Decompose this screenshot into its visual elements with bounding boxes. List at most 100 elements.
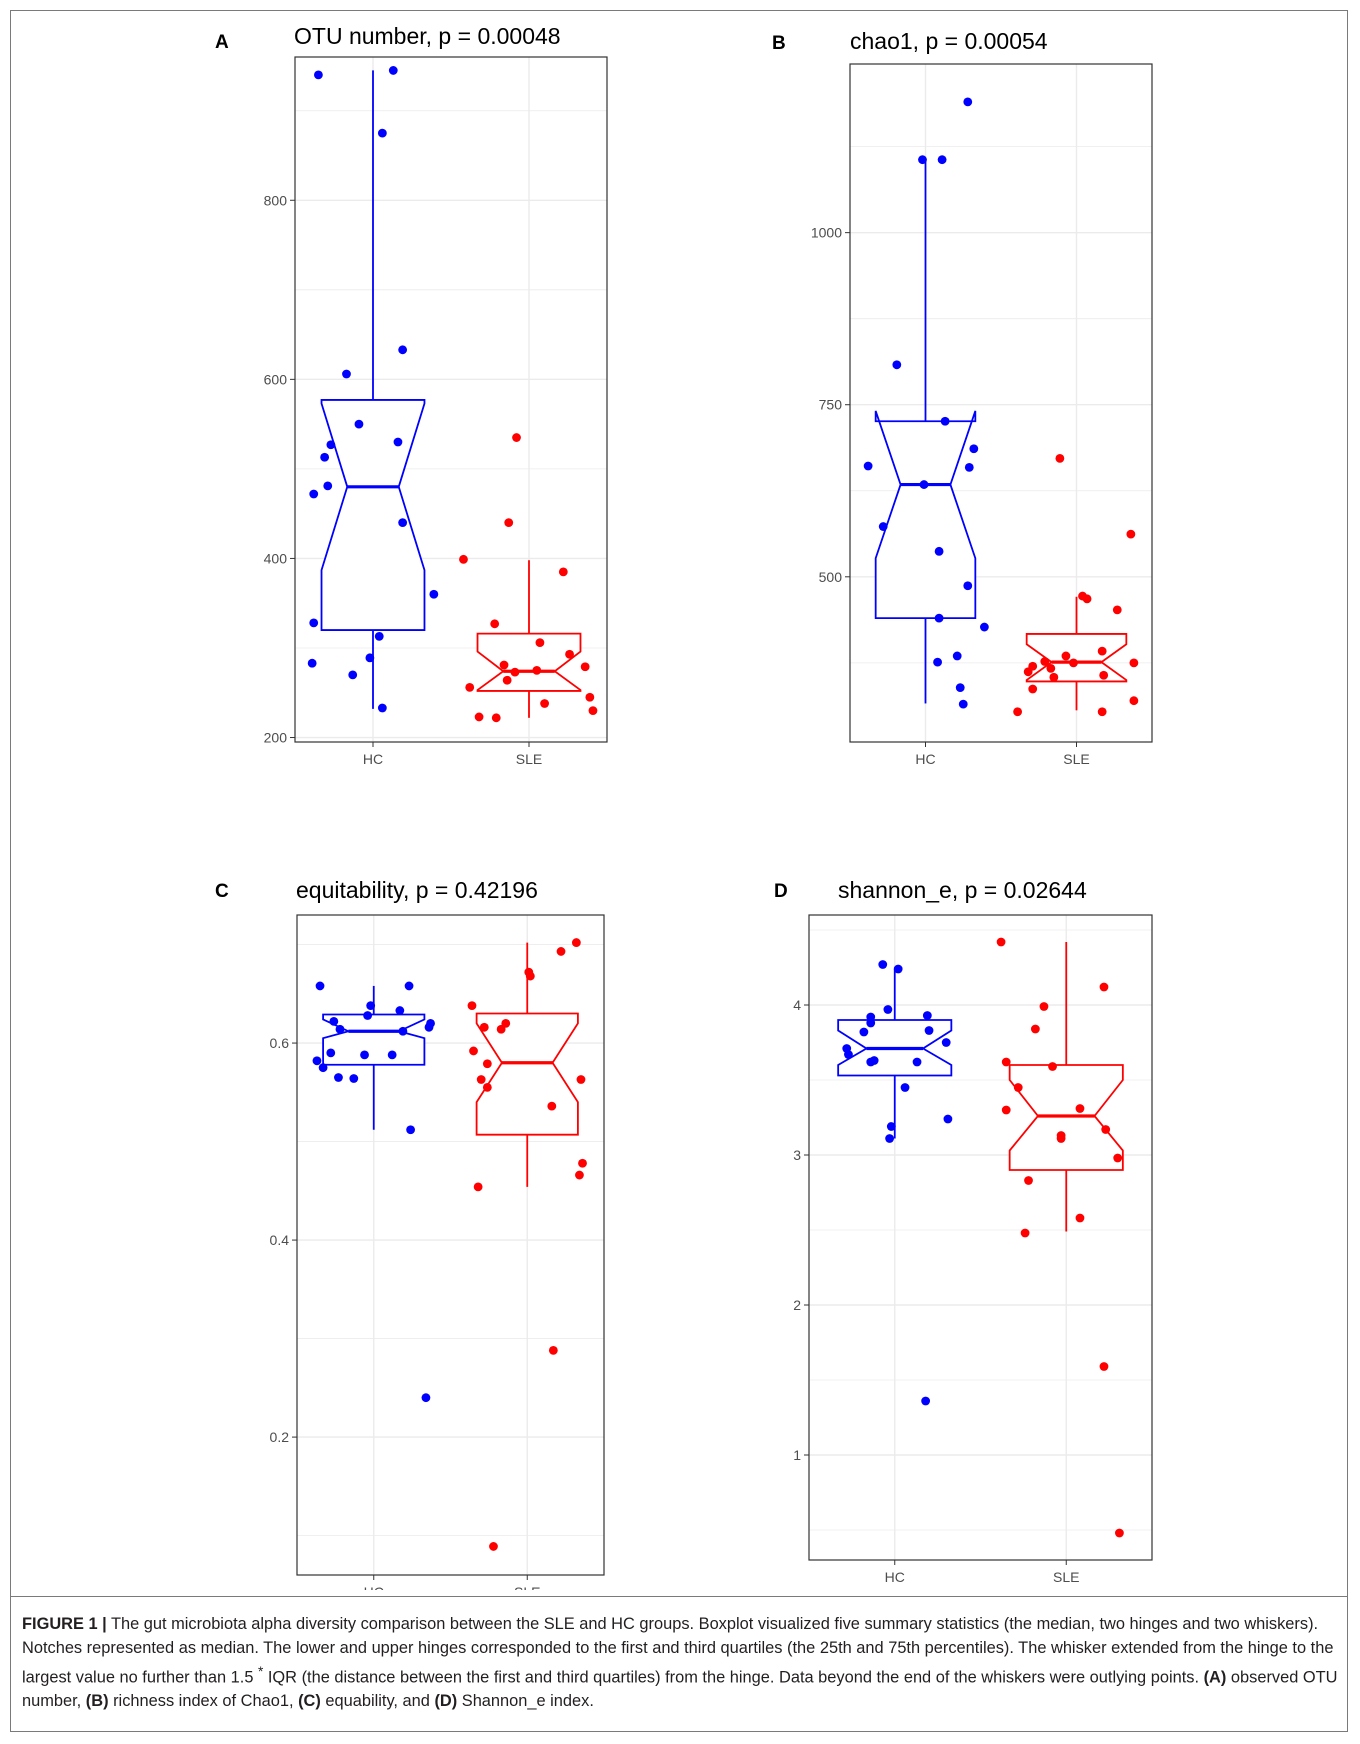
chart-3-point-SLE-22 [1030, 1024, 1040, 1034]
chart-1-point-SLE-19 [1126, 529, 1136, 539]
figure-caption: FIGURE 1 | The gut microbiota alpha dive… [22, 1612, 1340, 1713]
chart-3-point-SLE-26 [1075, 1104, 1085, 1113]
chart-1-point-SLE-23 [1097, 646, 1107, 656]
chart-3-point-HC-0 [878, 960, 888, 969]
chart-3-point-HC-1 [893, 964, 903, 974]
chart-3-point-SLE-28 [1101, 1125, 1111, 1134]
chart-0-point-HC-2 [377, 128, 387, 138]
caption-text-d: Shannon_e index. [457, 1692, 594, 1711]
chart-0-point-HC-0 [314, 70, 323, 80]
chart-2-point-SLE-24 [501, 1018, 511, 1028]
chart-1-point-SLE-27 [1069, 658, 1078, 668]
chart-1-point-HC-16 [955, 683, 965, 693]
chart-3-point-SLE-32 [1024, 1176, 1033, 1185]
chart-1-x-tick-label-1: SLE [1063, 751, 1089, 767]
chart-3-y-tick-label-0: 1 [793, 1447, 801, 1463]
chart-2-point-SLE-28 [482, 1059, 492, 1069]
caption-text-a: observed OTU number, [22, 1668, 1338, 1711]
caption-ref-b: (B) [85, 1692, 109, 1711]
chart-2-point-SLE-32 [547, 1101, 557, 1111]
chart-0-point-HC-10 [309, 489, 319, 499]
chart-1-point-SLE-33 [1028, 684, 1038, 694]
chart-3-point-SLE-33 [1075, 1213, 1085, 1223]
chart-3-point-HC-15 [943, 1114, 953, 1124]
chart-3-y-tick-label-3: 4 [793, 997, 801, 1013]
chart-2-point-SLE-20 [556, 947, 566, 956]
chart-3-point-SLE-25 [1013, 1083, 1023, 1092]
chart-0-point-SLE-33 [540, 699, 549, 708]
chart-3-point-HC-10 [844, 1050, 853, 1059]
chart-3-point-SLE-31 [1113, 1153, 1123, 1163]
chart-2-x-tick-label-0: HC [364, 1584, 384, 1590]
chart-1-point-SLE-24 [1061, 651, 1071, 661]
chart-1-point-HC-14 [952, 651, 962, 661]
caption-label: FIGURE 1 | [22, 1615, 107, 1633]
chart-2-y-tick-label-1: 0.4 [270, 1232, 290, 1248]
chart-2-point-HC-8 [335, 1024, 345, 1034]
chart-0-point-HC-3 [398, 345, 408, 355]
chart-1-y-tick-label-1: 750 [819, 397, 843, 413]
chart-2-y-tick-label-2: 0.6 [270, 1035, 290, 1051]
chart-0-point-HC-9 [323, 481, 333, 491]
chart-1-point-HC-13 [979, 622, 989, 632]
chart-1-point-SLE-31 [1099, 670, 1109, 680]
chart-2-point-HC-13 [312, 1056, 322, 1066]
chart-3-point-SLE-35 [1099, 1362, 1109, 1371]
chart-2-point-HC-5 [329, 1016, 339, 1026]
chart-1-point-HC-9 [878, 522, 888, 531]
chart-2-point-HC-3 [395, 1006, 405, 1015]
chart-1-y-tick-label-0: 500 [819, 569, 843, 585]
chart-0-point-HC-12 [429, 589, 439, 599]
chart-1-point-SLE-22 [1112, 605, 1122, 615]
chart-2-point-SLE-34 [575, 1170, 584, 1180]
chart-2-point-SLE-30 [576, 1075, 586, 1084]
chart-2-plot-border [296, 914, 605, 1576]
chart-0-notched-box-HC [320, 399, 426, 631]
chart-1-point-SLE-18 [1055, 454, 1065, 463]
caption-star: * [258, 1664, 264, 1679]
chart-2-notched-box-SLE [475, 1012, 579, 1136]
caption-divider [10, 1596, 1348, 1597]
chart-0-point-SLE-23 [490, 619, 500, 629]
caption-ref-c: (C) [298, 1692, 321, 1711]
chart-2-point-HC-7 [424, 1022, 434, 1032]
chart-2-panel: 0.2 0.4 0.6 HC SLE equitability, p = 0.42196 C [215, 877, 605, 1590]
chart-1-point-HC-4 [940, 416, 950, 426]
chart-1-point-HC-5 [969, 444, 979, 454]
chart-2-point-SLE-25 [479, 1022, 489, 1032]
chart-2-point-SLE-33 [578, 1158, 587, 1168]
chart-0-point-HC-6 [393, 437, 403, 447]
chart-0-point-HC-1 [388, 66, 398, 75]
chart-0-point-SLE-26 [499, 660, 509, 670]
chart-0-y-tick-label-2: 600 [264, 371, 288, 387]
figure-frame [10, 10, 1348, 1732]
chart-3-x-tick-label-1: SLE [1053, 1569, 1079, 1585]
chart-0-point-SLE-25 [565, 649, 574, 659]
chart-3-point-SLE-36 [1115, 1528, 1124, 1538]
chart-0-plot-border [294, 56, 608, 743]
chart-0-point-SLE-36 [491, 713, 501, 723]
chart-2-point-HC-12 [387, 1050, 397, 1060]
chart-3-point-SLE-19 [996, 937, 1006, 947]
chart-3-panel: 1 2 3 4 HC SLE shannon_e, p = 0.02644 D [774, 877, 1153, 1585]
chart-3-point-HC-12 [866, 1057, 876, 1067]
chart-0-x-tick-label-1: SLE [516, 751, 542, 767]
chart-3-point-HC-2 [883, 1005, 893, 1014]
chart-3-x-tick-label-0: HC [885, 1569, 905, 1585]
chart-3-point-SLE-21 [1039, 1002, 1049, 1011]
chart-2-point-HC-9 [398, 1026, 408, 1036]
chart-0-point-HC-16 [307, 658, 317, 668]
chart-0-point-HC-18 [377, 703, 387, 713]
chart-0-point-SLE-29 [510, 667, 520, 677]
chart-2-title: equitability, p = 0.42196 [296, 877, 538, 903]
chart-3-title: shannon_e, p = 0.02644 [838, 877, 1087, 903]
chart-0-panel-letter: A [215, 32, 229, 53]
chart-1-point-HC-11 [963, 581, 973, 591]
chart-0-point-SLE-24 [535, 638, 545, 648]
chart-2-point-HC-11 [360, 1050, 369, 1060]
chart-2-point-HC-15 [334, 1073, 343, 1082]
caption-text-2: IQR (the distance between the first and … [263, 1668, 1204, 1687]
chart-0-point-HC-11 [398, 518, 408, 528]
chart-1-y-tick-label-2: 1000 [811, 225, 842, 241]
chart-3-point-HC-14 [900, 1083, 910, 1092]
